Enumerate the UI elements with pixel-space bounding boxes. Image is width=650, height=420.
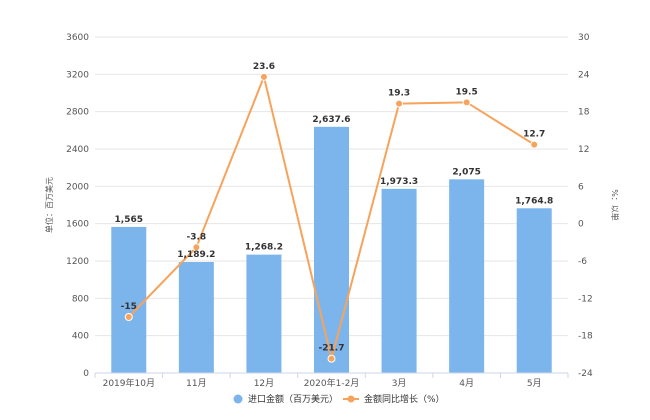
x-tick-label: 11月 [186,378,206,389]
bar [449,179,485,373]
y-tick-label: 800 [72,294,89,304]
legend-line-label: 金额同比增长（%） [364,393,445,405]
y-tick-label: 2000 [66,182,89,192]
legend-bar-label: 进口金额（百万美元） [248,393,338,405]
y-tick-label: 1200 [66,257,89,267]
y-tick-label: 3600 [66,33,89,43]
bar [381,188,417,373]
line-series-growth-rate [124,72,539,363]
legend-line-dot [347,395,355,403]
x-tick-label: 2019年10月 [103,377,155,389]
line-point [124,313,133,321]
y2-tick-label: 24 [578,70,590,80]
y2-tick-label: 12 [578,145,589,155]
line-point [192,243,201,252]
line-data-label: 19.5 [456,87,478,97]
y2-tick-label: 18 [578,108,590,118]
bar-data-label: 2,075 [452,167,480,177]
line-point [259,72,268,81]
y-tick-label: 1600 [66,220,89,230]
y-axis-title: 单位：百万美元 [44,177,54,233]
bar-data-label: 1,764.8 [515,196,553,206]
y2-tick-label: -12 [578,294,593,304]
x-tick-label: 5月 [527,378,542,389]
y-tick-label: 0 [83,369,89,379]
line-data-label: -15 [121,302,137,312]
bar [178,262,214,373]
data-labels: 1,565 1,189.2 1,268.2 2,637.6 1,973.3 2,075 1,… [115,62,554,354]
y2-axis-title: %：以単 [610,189,620,221]
line-data-label: -3.8 [187,232,207,242]
bar-data-label: 1,973.3 [380,177,418,187]
line-point [530,140,539,149]
bar [246,254,282,373]
y2-tick-label: -24 [578,369,593,379]
bar-series-import-amount [111,126,552,373]
y2-tick-label: 0 [578,220,584,230]
bar [111,226,147,373]
y-tick-label: 2400 [66,145,89,155]
bar-data-label: 2,637.6 [312,115,350,125]
bar [314,126,349,373]
line-point [462,98,471,107]
x-tick-label: 3月 [392,378,407,389]
line-data-label: -21.7 [319,344,345,354]
y-tick-label: 3200 [66,70,89,80]
y2-tick-label: 30 [578,33,590,43]
line-point [395,99,404,108]
line-data-label: 12.7 [523,130,545,140]
bar [516,208,552,373]
x-tick-label: 2020年1-2月 [304,377,360,389]
bar-data-label: 1,268.2 [245,243,283,253]
y-tick-label: 2800 [66,108,89,118]
legend-bar-marker [233,394,243,404]
x-tick-label: 12月 [254,378,274,389]
bar-data-label: 1,565 [115,215,143,225]
axes: 0 400 800 1200 1600 2000 2400 2800 3200 3600 -24 -1… [44,33,620,389]
y2-tick-label: -6 [578,257,587,267]
y2-tick-label: -18 [578,332,593,342]
legend: 进口金额（百万美元） 金额同比增长（%） [233,393,445,405]
y-tick-label: 400 [72,332,89,342]
line-point [327,354,336,363]
x-tick-label: 4月 [459,378,474,389]
line-data-label: 23.6 [253,62,275,72]
line-data-label: 19.3 [388,89,410,99]
y2-tick-label: 6 [578,182,584,192]
bar-data-label: 1,189.2 [177,250,215,260]
